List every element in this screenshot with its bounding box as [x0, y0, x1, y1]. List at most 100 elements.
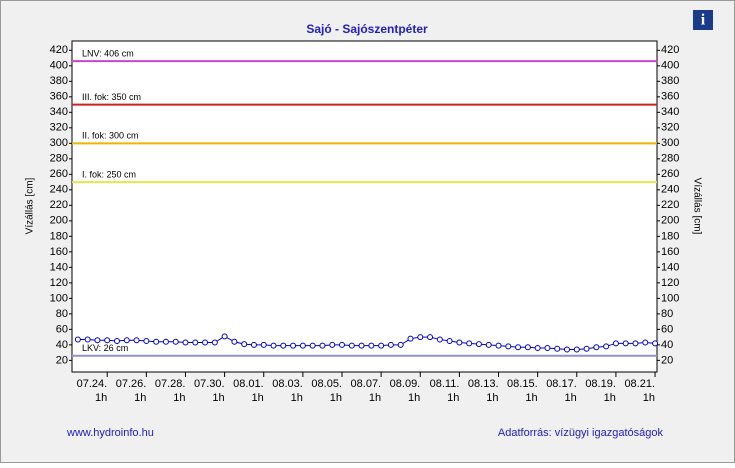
data-point: [505, 343, 512, 350]
data-point: [544, 344, 551, 351]
y-tick-label: 40: [56, 339, 68, 351]
y2-tick-label: 60: [661, 323, 673, 335]
data-point: [368, 342, 375, 349]
x-tick-label: 08.01. 1h: [233, 378, 264, 404]
data-point: [475, 341, 482, 348]
y-tick-label: 260: [50, 168, 68, 180]
data-point: [319, 342, 326, 349]
data-point: [94, 337, 101, 344]
y-tick-label: 220: [50, 199, 68, 211]
y-tick-label: 360: [50, 91, 68, 103]
x-tick-label: 08.13. 1h: [468, 378, 499, 404]
data-point: [652, 340, 659, 347]
data-point: [612, 340, 619, 347]
data-point: [622, 340, 629, 347]
x-tick-label: 08.05. 1h: [311, 378, 342, 404]
data-point: [172, 338, 179, 345]
y-tick-label: 20: [56, 354, 68, 366]
x-tick-label: 08.03. 1h: [272, 378, 303, 404]
x-tick-label: 07.26. 1h: [116, 378, 147, 404]
data-point: [270, 342, 277, 349]
data-point: [436, 336, 443, 343]
y2-tick-label: 140: [661, 261, 679, 273]
data-point: [554, 345, 561, 352]
data-point: [221, 333, 228, 340]
x-tick-label: 08.21. 1h: [624, 378, 655, 404]
data-point: [515, 344, 522, 351]
data-point: [182, 339, 189, 346]
y-tick-label: 380: [50, 75, 68, 87]
data-point: [564, 346, 570, 353]
data-point: [299, 342, 306, 349]
footer-link[interactable]: www.hydroinfo.hu: [66, 427, 154, 439]
data-point: [456, 339, 463, 346]
y2-tick-label: 120: [661, 277, 679, 289]
reference-label: I. fok: 250 cm: [82, 169, 136, 179]
data-point: [202, 339, 209, 346]
data-point: [162, 338, 169, 345]
y2-axis-label: Vízállás [cm]: [691, 178, 702, 235]
y2-tick-label: 80: [661, 308, 673, 320]
info-icon[interactable]: [693, 10, 713, 30]
y2-tick-label: 420: [661, 44, 679, 56]
data-point: [485, 341, 492, 348]
y2-tick-label: 100: [661, 292, 679, 304]
reference-label: LNV: 406 cm: [82, 49, 134, 59]
data-point: [603, 343, 610, 350]
y2-tick-label: 20: [661, 354, 673, 366]
y-tick-label: 400: [50, 60, 68, 72]
y-tick-label: 320: [50, 122, 68, 134]
data-point: [123, 337, 130, 344]
data-point: [114, 337, 120, 344]
data-point: [329, 341, 336, 348]
data-point: [378, 342, 385, 349]
y2-tick-label: 200: [661, 215, 679, 227]
info-icon-glyph[interactable]: i: [701, 12, 706, 29]
data-point: [290, 342, 297, 349]
y2-tick-label: 360: [661, 91, 679, 103]
y-tick-label: 180: [50, 230, 68, 242]
x-tick-label: 08.11. 1h: [430, 378, 460, 404]
y2-tick-label: 320: [661, 122, 679, 134]
y2-tick-label: 300: [661, 137, 679, 149]
data-point: [358, 342, 365, 349]
y2-tick-label: 340: [661, 106, 679, 118]
data-point: [280, 342, 287, 349]
data-point: [260, 341, 267, 348]
y-tick-label: 340: [50, 106, 68, 118]
data-point: [133, 337, 140, 344]
y2-tick-label: 220: [661, 199, 679, 211]
data-point: [231, 338, 238, 345]
reference-label: II. fok: 300 cm: [82, 131, 139, 141]
data-point: [143, 337, 150, 344]
y2-tick-label: 260: [661, 168, 679, 180]
data-point: [104, 337, 111, 344]
data-point: [153, 338, 160, 345]
x-tick-label: 08.15. 1h: [507, 378, 538, 404]
reference-label: III. fok: 350 cm: [82, 92, 141, 102]
data-point: [407, 335, 414, 342]
data-point: [348, 342, 355, 349]
y2-tick-label: 280: [661, 153, 679, 165]
data-point: [417, 334, 424, 341]
x-tick-label: 07.28. 1h: [155, 378, 186, 404]
data-point: [642, 339, 649, 346]
y-tick-label: 420: [50, 44, 68, 56]
plot-area: [71, 40, 658, 373]
y-tick-label: 160: [50, 246, 68, 258]
data-point: [241, 341, 248, 348]
y-tick-label: 280: [50, 153, 68, 165]
y2-tick-label: 240: [661, 184, 679, 196]
y-axis-label: Vízállás [cm]: [25, 177, 36, 234]
y2-tick-label: 180: [661, 230, 679, 242]
data-point: [524, 344, 531, 351]
y-tick-label: 240: [50, 184, 68, 196]
x-tick-label: 08.07. 1h: [351, 378, 382, 404]
y-tick-label: 200: [50, 215, 68, 227]
data-point: [211, 339, 218, 346]
y-tick-label: 80: [56, 308, 68, 320]
chart-title: Sajó - Sajószentpéter: [306, 22, 428, 36]
x-tick-label: 08.09. 1h: [390, 378, 421, 404]
data-point: [84, 336, 91, 343]
